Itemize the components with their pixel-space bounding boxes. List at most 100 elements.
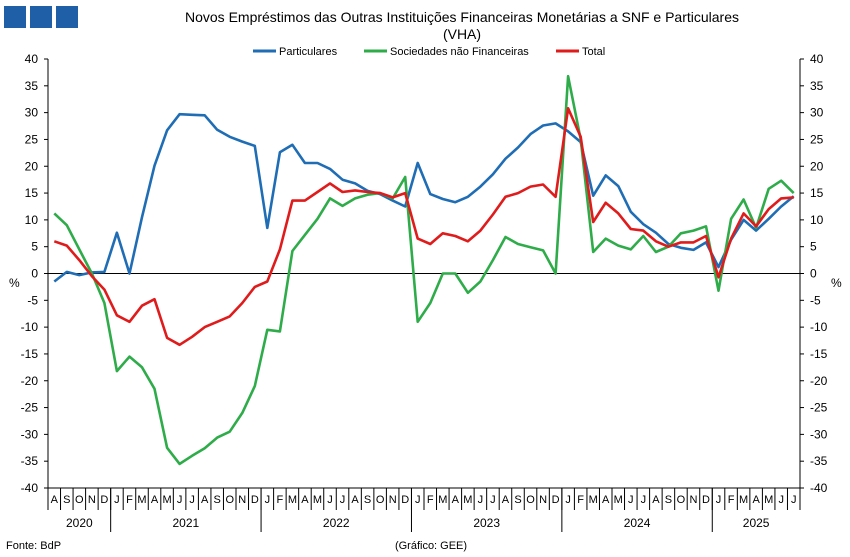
y-tick-label-right: 35: [810, 79, 824, 93]
y-tick-label-right: 20: [810, 159, 824, 173]
series-line-2: [53, 74, 795, 466]
y-tick-label-left: -10: [21, 320, 39, 334]
x-month-label: M: [764, 494, 773, 506]
x-month-label: D: [552, 494, 560, 506]
x-month-label: N: [539, 494, 547, 506]
y-tick-label-left: -25: [21, 401, 39, 415]
x-month-label: A: [602, 494, 610, 506]
y-tick-label-right: 15: [810, 186, 824, 200]
x-month-label: O: [526, 494, 535, 506]
footer-credit: (Gráfico: GEE): [395, 540, 467, 552]
x-year-label: 2023: [473, 516, 500, 530]
series-line-3: [53, 107, 794, 347]
x-month-label: A: [351, 494, 359, 506]
x-month-label: J: [189, 494, 195, 506]
x-month-label: M: [589, 494, 598, 506]
y-axis-label-left: %: [9, 276, 20, 290]
y-tick-label-left: 40: [25, 52, 39, 66]
x-year-label: 2020: [66, 516, 93, 530]
x-month-label: M: [162, 494, 171, 506]
y-tick-label-left: -15: [21, 347, 39, 361]
x-month-label: J: [628, 494, 634, 506]
y-tick-label-right: 25: [810, 132, 824, 146]
x-month-label: J: [265, 494, 271, 506]
x-month-label: A: [201, 494, 209, 506]
x-month-label: F: [126, 494, 133, 506]
logo-block: [4, 6, 78, 28]
y-tick-label-right: -40: [810, 481, 828, 495]
logo-square-1: [4, 6, 26, 28]
y-tick-label-left: -20: [21, 374, 39, 388]
x-month-label: O: [75, 494, 84, 506]
x-month-label: S: [514, 494, 521, 506]
x-month-label: J: [340, 494, 346, 506]
y-tick-label-left: -30: [21, 427, 39, 441]
x-month-label: M: [313, 494, 322, 506]
y-tick-label-right: -30: [810, 427, 828, 441]
x-month-label: N: [389, 494, 397, 506]
legend-label-1: Particulares: [279, 46, 338, 58]
y-tick-label-left: 20: [25, 159, 39, 173]
y-tick-label-left: 5: [31, 240, 38, 254]
x-month-label: S: [364, 494, 371, 506]
y-tick-label-left: 15: [25, 186, 39, 200]
legend-label-3: Total: [582, 46, 605, 58]
x-month-label: M: [739, 494, 748, 506]
x-month-label: A: [752, 494, 760, 506]
x-month-label: D: [401, 494, 409, 506]
y-axis-label-right: %: [831, 276, 842, 290]
x-month-label: O: [677, 494, 686, 506]
x-month-label: J: [565, 494, 571, 506]
x-month-label: F: [427, 494, 434, 506]
x-month-label: A: [452, 494, 460, 506]
series-lines: [53, 74, 795, 466]
x-month-label: J: [114, 494, 120, 506]
x-year-label: 2022: [323, 516, 350, 530]
y-tick-label-right: 10: [810, 213, 824, 227]
x-month-label: A: [151, 494, 159, 506]
x-month-label: N: [689, 494, 697, 506]
x-month-label: J: [327, 494, 333, 506]
y-tick-label-left: 25: [25, 132, 39, 146]
x-month-label: J: [791, 494, 797, 506]
x-month-label: F: [276, 494, 283, 506]
x-month-label: J: [716, 494, 722, 506]
legend-label-2: Sociedades não Financeiras: [390, 46, 529, 58]
series-line-1: [53, 112, 795, 283]
y-tick-label-right: 40: [810, 52, 824, 66]
y-tick-label-left: 10: [25, 213, 39, 227]
x-month-label: A: [301, 494, 309, 506]
axes: -40 -40 -35 -35 -30 -30 -25 -25 -20 -20 -15 -15 -10 -…: [21, 52, 828, 532]
y-tick-label-right: -35: [810, 454, 828, 468]
x-month-label: A: [51, 494, 59, 506]
x-year-label: 2021: [173, 516, 200, 530]
x-month-label: O: [376, 494, 385, 506]
footer-source: Fonte: BdP: [6, 540, 61, 552]
y-tick-label-right: -5: [810, 293, 821, 307]
x-month-label: O: [225, 494, 234, 506]
y-tick-label-right: -20: [810, 374, 828, 388]
x-month-label: F: [728, 494, 735, 506]
y-tick-label-right: -25: [810, 401, 828, 415]
chart-subtitle: (VHA): [443, 26, 481, 42]
y-tick-label-left: -40: [21, 481, 39, 495]
x-month-label: D: [702, 494, 710, 506]
x-month-label: S: [665, 494, 672, 506]
x-month-label: M: [614, 494, 623, 506]
x-month-label: M: [288, 494, 297, 506]
x-month-label: F: [577, 494, 584, 506]
x-month-label: N: [238, 494, 246, 506]
y-tick-label-left: 30: [25, 106, 39, 120]
y-tick-label-right: -15: [810, 347, 828, 361]
logo-square-3: [56, 6, 78, 28]
x-month-label: N: [88, 494, 96, 506]
x-month-label: J: [490, 494, 496, 506]
x-month-label: A: [502, 494, 510, 506]
y-tick-label-left: 35: [25, 79, 39, 93]
x-month-label: J: [778, 494, 784, 506]
x-month-label: D: [251, 494, 259, 506]
x-month-label: J: [641, 494, 647, 506]
y-tick-label-right: -10: [810, 320, 828, 334]
logo-square-2: [30, 6, 52, 28]
